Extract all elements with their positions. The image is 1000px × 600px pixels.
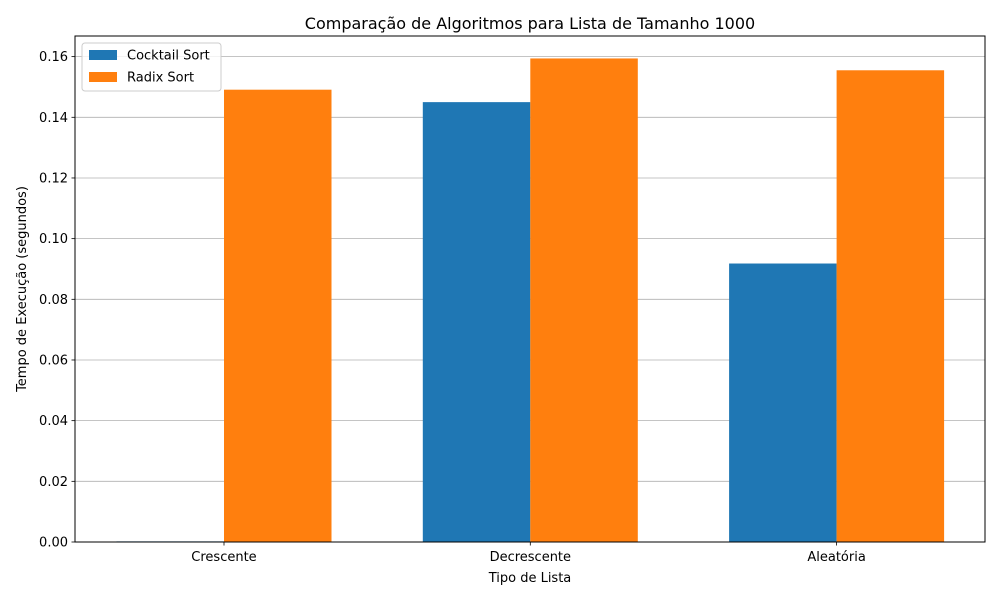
- y-tick-label: 0.16: [39, 50, 68, 65]
- y-tick-label: 0.04: [39, 414, 68, 429]
- legend: Cocktail Sort Radix Sort: [81, 42, 222, 92]
- x-tick-label-aleatoria: Aleatória: [807, 550, 865, 565]
- bar-cocktail-sort-decrescente: [422, 102, 531, 542]
- legend-label-radix-sort: Radix Sort: [127, 71, 194, 86]
- bar-cocktail-sort-aleatoria: [729, 263, 837, 542]
- y-tick-label: 0.10: [39, 232, 68, 247]
- y-axis-label: Tempo de Execução (segundos): [15, 186, 30, 393]
- y-tick-label: 0.08: [39, 293, 68, 308]
- y-axis-ticks: 0.00 0.02 0.04 0.06 0.08 0.10 0.12 0.14 0.16: [39, 50, 75, 551]
- y-tick-label: 0.00: [39, 536, 68, 551]
- y-tick-label: 0.02: [39, 475, 68, 490]
- x-tick-label-crescente: Crescente: [191, 550, 256, 565]
- x-axis-ticks: Crescente Decrescente Aleatória: [191, 542, 866, 565]
- x-axis-label: Tipo de Lista: [488, 571, 572, 586]
- x-tick-label-decrescente: Decrescente: [490, 550, 571, 565]
- bars: [116, 58, 945, 543]
- bar-radix-sort-crescente: [224, 89, 332, 542]
- legend-swatch-cocktail-sort: [89, 50, 117, 60]
- y-tick-label: 0.12: [39, 171, 68, 186]
- legend-swatch-radix-sort: [89, 72, 117, 82]
- y-tick-label: 0.14: [39, 111, 68, 126]
- bar-radix-sort-aleatoria: [836, 70, 945, 543]
- chart-title: Comparação de Algoritmos para Lista de T…: [305, 14, 755, 33]
- y-tick-label: 0.06: [39, 353, 68, 368]
- bar-radix-sort-decrescente: [530, 58, 638, 543]
- legend-label-cocktail-sort: Cocktail Sort: [127, 49, 210, 64]
